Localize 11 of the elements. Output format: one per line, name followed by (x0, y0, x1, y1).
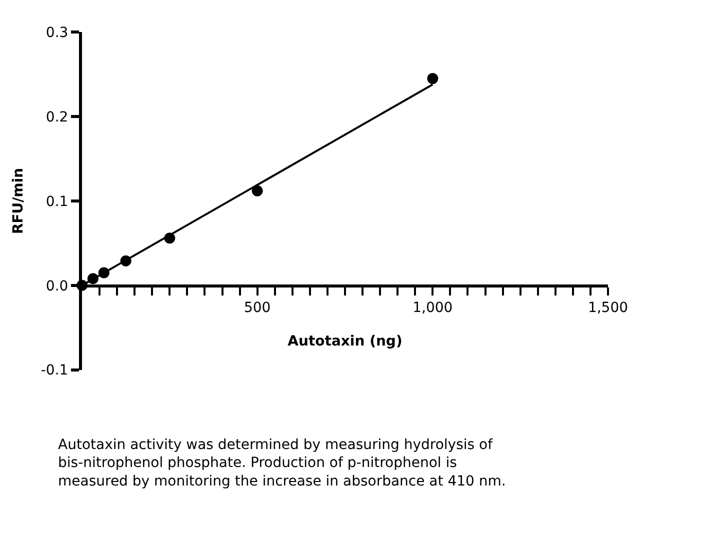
y-tick-label: 0.1 (46, 194, 68, 210)
y-axis-title: RFU/min (10, 168, 26, 234)
x-axis-title: Autotaxin (ng) (288, 333, 402, 350)
x-tick-label: 1,000 (412, 300, 453, 316)
y-tick-label: 0.3 (46, 25, 68, 42)
y-tick-label: -0.1 (40, 362, 68, 379)
x-tick-label: 500 (244, 300, 271, 316)
text: Autotaxin activity was determined by measuring hydrolysis of bis-nitrophenol phosphate. Production of p-nitrophenol is measured by monitoring the increase in absorbance at 410 nm. (58, 437, 506, 490)
y-tick-label: 0.2 (46, 109, 68, 126)
y-tick-label: 0.0 (46, 278, 68, 294)
x-tick-label: 1,500 (588, 300, 628, 316)
